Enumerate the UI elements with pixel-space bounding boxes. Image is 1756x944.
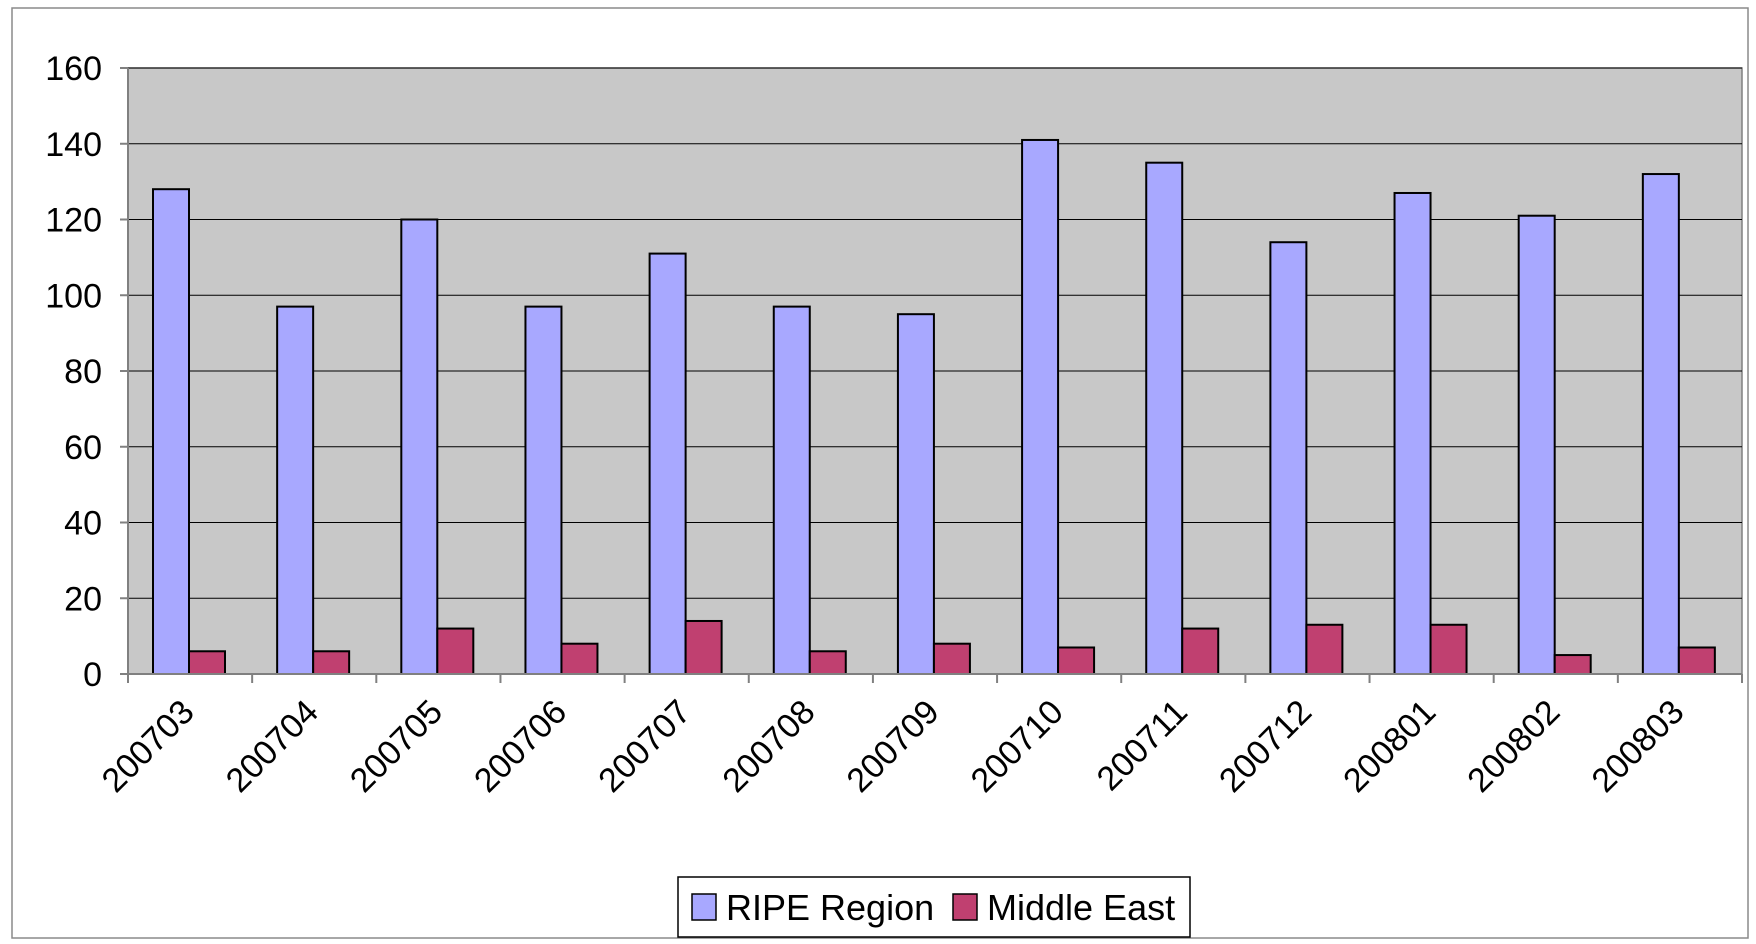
y-tick-label: 60: [64, 429, 102, 467]
bar-middle-east-200801: [1429, 623, 1468, 676]
bar-middle-east-200703: [188, 650, 226, 676]
bar-ripe-region-200803: [1641, 173, 1680, 676]
bar-middle-east-200712: [1305, 623, 1344, 676]
bar-middle-east-200705: [436, 627, 475, 675]
bar-ripe-region-200802: [1517, 214, 1556, 675]
bar-ripe-region-200704: [276, 305, 315, 675]
y-tick-label: 40: [64, 505, 102, 543]
bar-middle-east-200708: [808, 650, 847, 676]
bar-ripe-region-200706: [524, 305, 563, 675]
bar-ripe-region-200712: [1269, 241, 1308, 675]
bar-middle-east-200802: [1553, 654, 1592, 675]
bar-ripe-region-200710: [1021, 138, 1060, 675]
bar-ripe-region-200711: [1145, 161, 1184, 675]
bar-middle-east-200711: [1181, 627, 1220, 675]
y-tick-label: 100: [45, 277, 102, 315]
bar-ripe-region-200703: [152, 188, 190, 675]
y-tick-label: 160: [45, 50, 102, 88]
legend: [677, 876, 1191, 938]
bar-ripe-region-200709: [896, 313, 935, 675]
bar-ripe-region-200801: [1393, 191, 1432, 676]
bar-middle-east-200704: [312, 650, 351, 676]
bar-ripe-region-200708: [772, 305, 811, 675]
legend-label-ripe-region: RIPE Region: [726, 887, 934, 928]
bar-middle-east-200709: [932, 642, 971, 676]
bar-middle-east-200706: [560, 642, 599, 676]
y-tick-label: 140: [45, 126, 102, 164]
bar-ripe-region-200707: [648, 252, 687, 675]
y-tick-label: 80: [64, 353, 102, 391]
y-tick-label: 120: [45, 202, 102, 240]
y-tick-label: 20: [64, 580, 102, 618]
bar-middle-east-200803: [1677, 646, 1716, 675]
y-tick-label: 0: [83, 656, 102, 694]
bar-middle-east-200710: [1057, 646, 1096, 675]
bar-ripe-region-200705: [400, 218, 439, 675]
legend-swatch-middle-east: [952, 893, 978, 921]
bar-middle-east-200707: [684, 619, 723, 675]
legend-label-middle-east: Middle East: [987, 887, 1175, 928]
legend-swatch-ripe-region: [691, 893, 717, 921]
